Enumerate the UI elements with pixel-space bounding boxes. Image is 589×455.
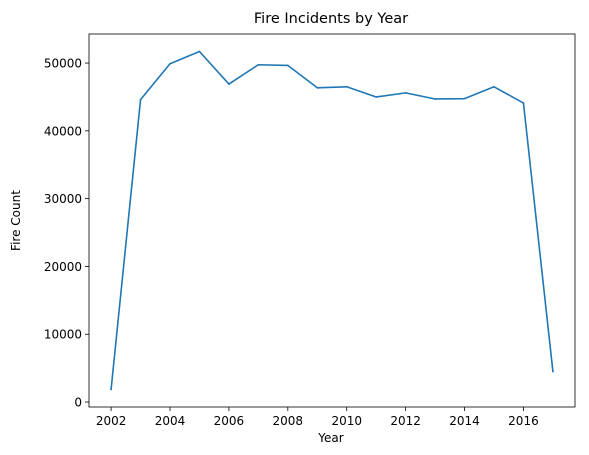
y-tick-label: 30000 xyxy=(44,192,82,206)
data-point xyxy=(139,98,142,101)
data-point xyxy=(404,91,407,94)
chart-title: Fire Incidents by Year xyxy=(254,11,408,27)
series-line xyxy=(110,50,554,391)
data-point xyxy=(522,102,525,104)
x-tick-label: 2016 xyxy=(508,414,539,428)
y-tick-label: 50000 xyxy=(44,57,82,71)
y-tick-label: 20000 xyxy=(44,260,82,274)
data-point xyxy=(375,96,378,98)
data-point xyxy=(198,50,201,53)
x-tick-label: 2004 xyxy=(155,414,186,428)
x-tick-label: 2008 xyxy=(273,414,304,428)
y-axis-label: Fire Count xyxy=(9,190,23,251)
x-tick-label: 2010 xyxy=(331,414,362,428)
x-axis-label: Year xyxy=(317,431,343,445)
data-point xyxy=(169,62,171,65)
y-tick-label: 10000 xyxy=(44,328,82,342)
data-point xyxy=(345,85,348,88)
data-point xyxy=(257,63,260,66)
plot-area-frame xyxy=(88,33,576,408)
data-point xyxy=(463,97,466,100)
x-tick-label: 2012 xyxy=(390,414,421,428)
x-tick-label: 2014 xyxy=(449,414,480,428)
data-point xyxy=(552,370,554,373)
data-point xyxy=(434,98,436,100)
data-point xyxy=(493,85,495,88)
y-tick-label: 0 xyxy=(74,396,82,410)
data-point xyxy=(316,86,319,89)
series-layer xyxy=(110,50,554,391)
x-tick-label: 2006 xyxy=(214,414,245,428)
data-point xyxy=(110,388,112,391)
data-point xyxy=(286,64,289,67)
y-tick-label: 40000 xyxy=(44,124,82,138)
x-tick-label: 2002 xyxy=(96,414,127,428)
axis-ticks: 2002 2004 2006 2008 2010 2012 2014 2016 0 10000 20… xyxy=(44,57,539,428)
data-point xyxy=(228,83,230,85)
